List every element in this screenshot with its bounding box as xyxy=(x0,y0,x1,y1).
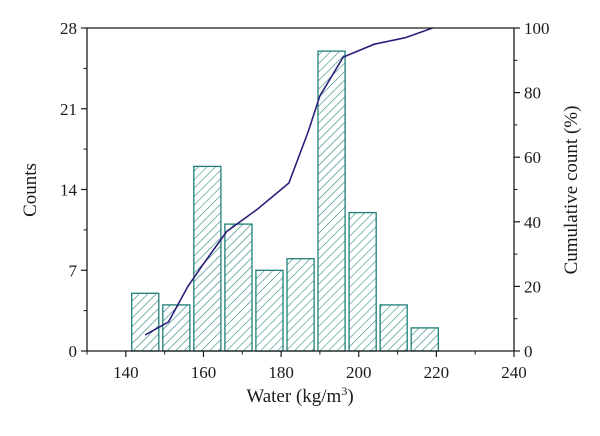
y-left-tick-label: 7 xyxy=(69,261,78,280)
y-right-tick-label: 100 xyxy=(524,19,550,38)
y-right-tick-label: 80 xyxy=(524,84,541,103)
ticks-layer: 140 160 180 200 220 240 0 7 14 21 28 0 20 40 60 80 100 xyxy=(60,19,550,382)
histogram-bar xyxy=(410,327,439,352)
y-left-tick-label: 14 xyxy=(60,181,78,200)
y-right-tick-label: 60 xyxy=(524,148,541,167)
y-right-tick-label: 20 xyxy=(524,277,541,296)
y-left-tick-label: 21 xyxy=(60,100,77,119)
histogram-bar xyxy=(255,269,284,352)
cumulative-line-layer xyxy=(144,27,433,336)
histogram-bar xyxy=(286,258,315,352)
histogram-bar xyxy=(379,304,408,352)
histogram-bar xyxy=(348,211,377,352)
x-tick-label: 220 xyxy=(424,363,450,382)
histogram-bar xyxy=(317,50,346,352)
cumulative-line xyxy=(144,27,433,336)
y-left-tick-label: 0 xyxy=(69,342,78,361)
x-tick-label: 240 xyxy=(501,363,527,382)
y-right-tick-label: 40 xyxy=(524,213,541,232)
y-axis-left-title: Counts xyxy=(20,163,41,217)
histogram-bar xyxy=(131,292,160,352)
x-tick-label: 200 xyxy=(346,363,372,382)
x-tick-label: 140 xyxy=(113,363,139,382)
histogram-bar xyxy=(224,223,253,352)
x-axis-title: Water (kg/m3) xyxy=(246,384,353,407)
y-left-tick-label: 28 xyxy=(60,19,77,38)
y-right-tick-label: 0 xyxy=(524,342,533,361)
y-axis-right-title: Cumulative count (%) xyxy=(561,106,582,275)
histogram-bar xyxy=(162,304,191,352)
x-tick-label: 180 xyxy=(268,363,294,382)
x-tick-label: 160 xyxy=(191,363,217,382)
